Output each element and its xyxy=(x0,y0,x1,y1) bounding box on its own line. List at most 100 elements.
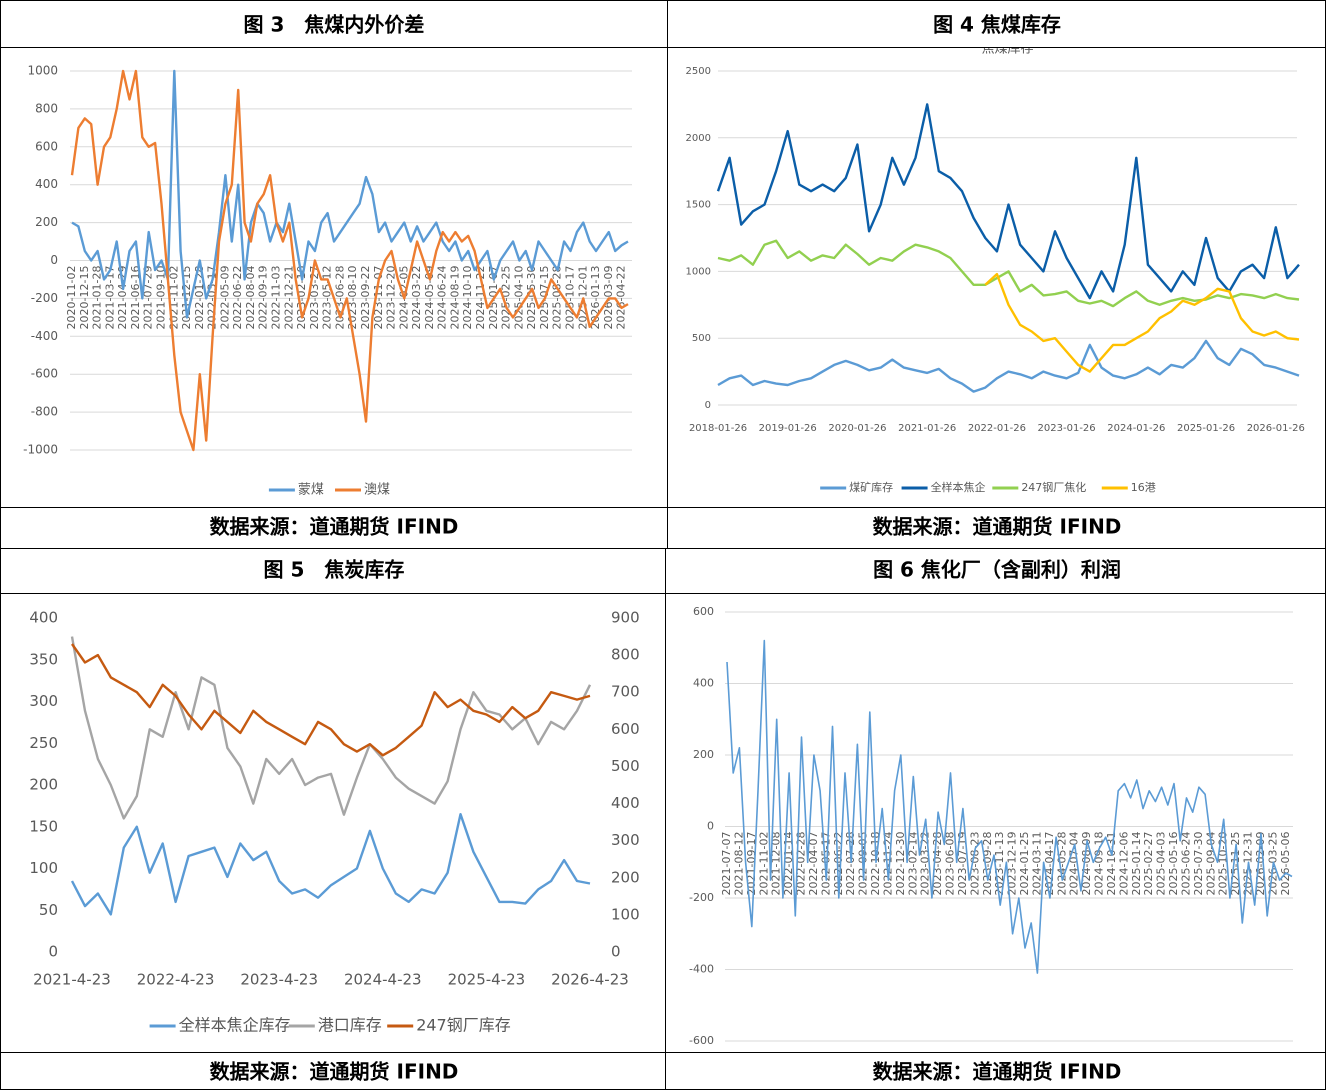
x-tick-label: 2025-05-16 xyxy=(1167,832,1180,896)
y-tick-label: 250 xyxy=(29,734,58,752)
x-tick-label: 2025-01-26 xyxy=(1177,423,1235,434)
x-tick-label: 2019-01-26 xyxy=(759,423,817,434)
figure-title: 图 5 焦炭库存 xyxy=(264,558,405,582)
x-tick-label: 2022-12-30 xyxy=(894,832,907,896)
x-tick-label: 2025-06-24 xyxy=(1179,832,1192,896)
x-tick-label: 2023-12-19 xyxy=(1006,832,1019,896)
series-line xyxy=(716,103,1300,300)
x-tick-label: 2021-06-16 xyxy=(129,266,142,330)
y-tick-label: 1000 xyxy=(27,64,58,78)
y2-tick-label: 100 xyxy=(611,905,640,923)
x-tick-label: 2024-08-19 xyxy=(448,265,461,329)
x-tick-label: 2025-05-30 xyxy=(525,266,538,330)
y-tick-label: 2500 xyxy=(686,66,711,77)
x-tick-label: 2025-04-03 xyxy=(1155,832,1168,896)
x-tick-label: 2024-12-06 xyxy=(1117,832,1130,896)
y-tick-label: -400 xyxy=(689,963,714,976)
x-tick-label: 2020-01-26 xyxy=(828,423,886,434)
y-tick-label: 200 xyxy=(35,215,58,229)
figure-title: 图 4 焦煤库存 xyxy=(933,13,1061,37)
y-tick-label: -800 xyxy=(31,405,58,419)
figure-title: 图 6 焦化厂（含副利）利润 xyxy=(873,558,1121,582)
x-tick-label: 2024-03-22 xyxy=(410,266,423,330)
y2-tick-label: 800 xyxy=(611,646,640,664)
y-tick-label: 600 xyxy=(693,605,714,618)
x-tick-label: 2021-12-08 xyxy=(770,832,783,896)
y-tick-label: 1000 xyxy=(686,266,711,277)
y2-tick-label: 0 xyxy=(611,943,621,961)
x-tick-label: 2023-04-28 xyxy=(931,832,944,896)
x-tick-label: 2025-09-04 xyxy=(1204,832,1217,896)
x-tick-label: 2022-11-03 xyxy=(270,266,283,330)
y-tick-label: 350 xyxy=(29,650,58,668)
legend-label: 247钢厂焦化 xyxy=(1021,480,1086,494)
x-tick-label: 2025-01-14 xyxy=(1130,832,1143,896)
legend-label: 煤矿库存 xyxy=(849,480,893,494)
y2-tick-label: 700 xyxy=(611,683,640,701)
x-tick-label: 2023-12-20 xyxy=(385,266,398,330)
legend-label: 蒙煤 xyxy=(298,483,324,498)
x-tick-label: 2023-06-28 xyxy=(333,266,346,330)
x-tick-label: 2024-4-23 xyxy=(344,971,422,989)
x-tick-label: 2022-10-18 xyxy=(869,832,882,896)
x-tick-label: 2023-4-23 xyxy=(240,971,318,989)
y2-tick-label: 200 xyxy=(611,868,640,886)
x-tick-label: 2022-4-23 xyxy=(137,971,215,989)
y-tick-label: 400 xyxy=(35,177,58,191)
x-tick-label: 2025-08-28 xyxy=(551,266,564,330)
x-tick-label: 2024-09-18 xyxy=(1093,832,1106,896)
x-tick-label: 2023-09-28 xyxy=(981,832,994,896)
series-line xyxy=(70,813,591,916)
y-tick-label: 50 xyxy=(39,901,58,919)
y-tick-label: 400 xyxy=(693,677,714,690)
x-tick-label: 2026-4-23 xyxy=(551,971,629,989)
x-tick-label: 2021-4-23 xyxy=(33,971,111,989)
x-tick-label: 2022-12-21 xyxy=(282,266,295,330)
y-tick-label: 600 xyxy=(35,139,58,153)
x-tick-label: 2023-01-26 xyxy=(1038,423,1096,434)
x-tick-label: 2024-05-28 xyxy=(1055,832,1068,896)
x-tick-label: 2018-01-26 xyxy=(689,423,747,434)
x-tick-label: 2022-09-19 xyxy=(257,266,270,330)
x-tick-label: 2021-01-28 xyxy=(91,266,104,330)
x-tick-label: 2022-06-22 xyxy=(231,266,244,330)
x-tick-label: 2022-04-07 xyxy=(807,832,820,896)
x-tick-label: 2024-07-04 xyxy=(1068,832,1081,896)
x-tick-label: 2021-04-29 xyxy=(116,266,129,330)
chart-subtitle: 焦煤库存 xyxy=(981,41,1033,57)
y-tick-label: -600 xyxy=(31,367,58,381)
x-tick-label: 2024-03-11 xyxy=(1030,832,1043,896)
y-tick-label: 0 xyxy=(707,820,714,833)
x-tick-label: 2025-07-30 xyxy=(1192,832,1205,896)
y-tick-label: -200 xyxy=(31,291,58,305)
x-tick-label: 2021-11-02 xyxy=(757,832,770,896)
x-tick-label: 2020-11-02 xyxy=(65,266,78,330)
y-tick-label: 2000 xyxy=(686,133,711,144)
y2-tick-label: 300 xyxy=(611,831,640,849)
y2-tick-label: 600 xyxy=(611,720,640,738)
x-tick-label: 2023-06-08 xyxy=(944,832,957,896)
x-tick-label: 2021-07-07 xyxy=(720,832,733,896)
y2-tick-label: 400 xyxy=(611,794,640,812)
y-tick-label: 100 xyxy=(29,859,58,877)
x-tick-label: 2024-01-26 xyxy=(1107,423,1165,434)
x-tick-label: 2023-08-10 xyxy=(346,266,359,330)
y-tick-label: 300 xyxy=(29,692,58,710)
x-tick-label: 2020-12-15 xyxy=(78,266,91,330)
x-tick-label: 2024-11-22 xyxy=(474,265,487,329)
x-tick-label: 2021-03-17 xyxy=(103,266,116,330)
y-tick-label: 0 xyxy=(48,943,58,961)
y-tick-label: 200 xyxy=(29,776,58,794)
x-tick-label: 2025-4-23 xyxy=(448,971,526,989)
series-line xyxy=(70,636,592,820)
y-tick-label: 0 xyxy=(50,253,58,267)
x-tick-label: 2022-07-28 xyxy=(844,832,857,896)
x-tick-label: 2025-04-10 xyxy=(512,266,525,330)
x-tick-label: 2023-02-14 xyxy=(906,832,919,896)
y-tick-label: -600 xyxy=(689,1034,714,1047)
series-line xyxy=(70,69,629,452)
y-tick-label: -200 xyxy=(689,891,714,904)
